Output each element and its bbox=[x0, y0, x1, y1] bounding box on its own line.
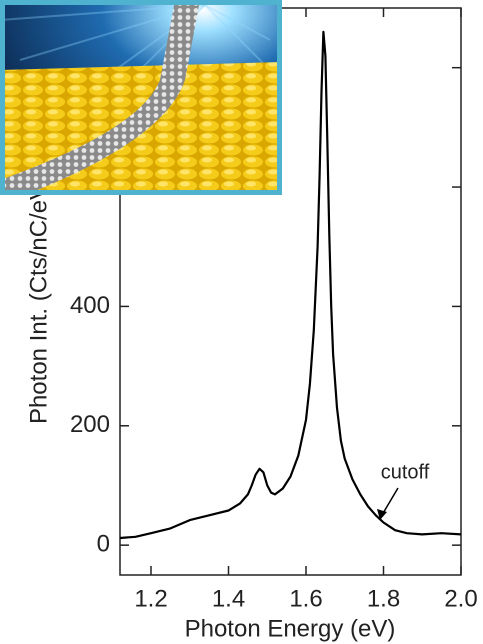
annotation: cutoff bbox=[381, 461, 430, 483]
x-tick-label: 1.2 bbox=[134, 585, 167, 612]
y-tick-label: 400 bbox=[70, 292, 110, 319]
x-tick-label: 2.0 bbox=[444, 585, 477, 612]
annotation-arrow bbox=[381, 487, 399, 516]
plot-frame bbox=[119, 7, 462, 576]
x-tick-label: 1.8 bbox=[367, 585, 400, 612]
y-axis-label: Photon Int. (Cts/nC/eV) bbox=[25, 176, 52, 424]
inset-image bbox=[0, 0, 282, 195]
data-line bbox=[119, 30, 462, 540]
x-tick-label: 1.6 bbox=[289, 585, 322, 612]
annotation-arrowhead bbox=[377, 509, 387, 520]
y-tick-label: 200 bbox=[70, 411, 110, 438]
x-axis-label: Photon Energy (eV) bbox=[185, 615, 396, 642]
x-tick-label: 1.4 bbox=[212, 585, 245, 612]
y-tick-label: 0 bbox=[97, 531, 110, 558]
